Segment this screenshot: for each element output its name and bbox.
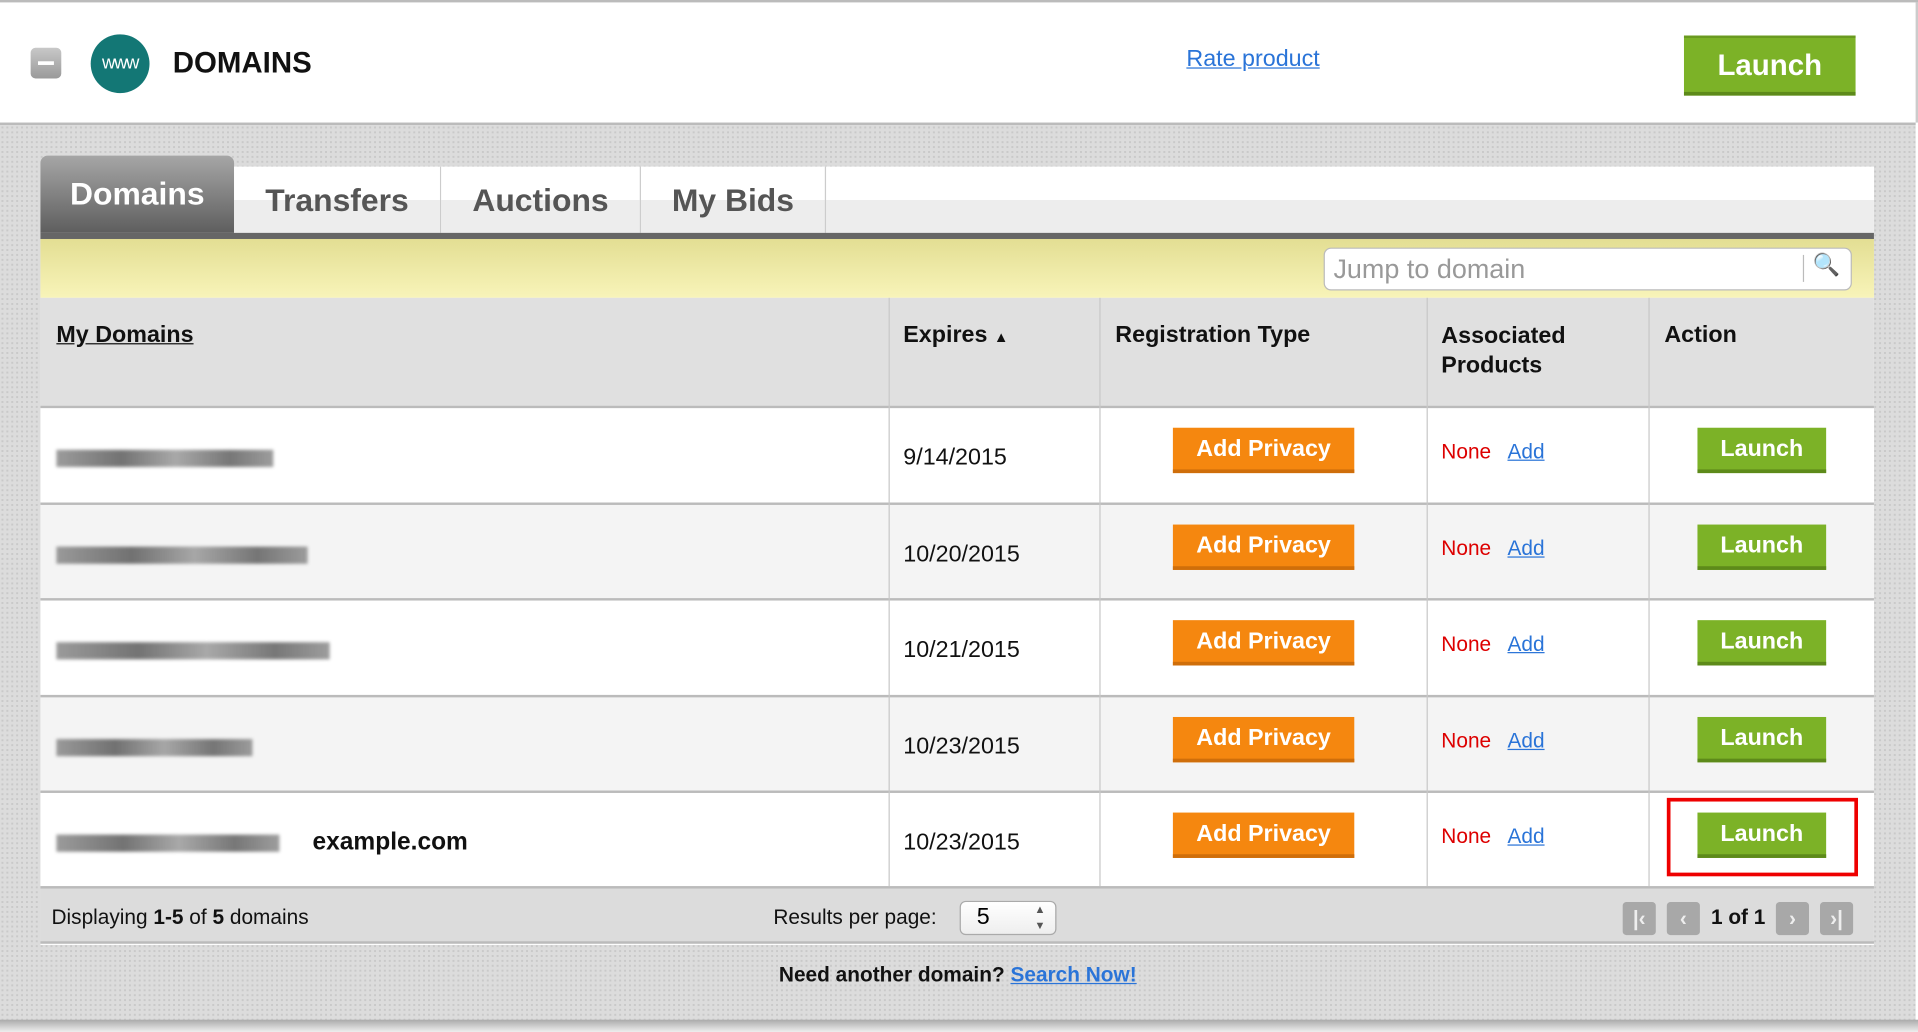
add-product-link[interactable]: Add — [1507, 536, 1545, 560]
results-per-page-select[interactable]: 5 ▲ ▼ — [959, 900, 1057, 936]
displaying-range: 1-5 — [153, 905, 184, 930]
add-product-link[interactable]: Add — [1507, 439, 1545, 464]
top-border — [0, 0, 1918, 3]
column-divider — [1648, 297, 1650, 887]
displaying-count: Displaying 1-5 of 5 domains — [51, 906, 308, 931]
header-registration-type: Registration Type — [1115, 322, 1311, 349]
collapse-button[interactable] — [30, 47, 62, 79]
header-associated-products: Associated Products — [1441, 323, 1566, 379]
expires-date: 10/23/2015 — [903, 733, 1020, 760]
redacted-domain-name — [56, 738, 253, 756]
tab-domains[interactable]: Domains — [40, 155, 235, 233]
tab-auctions[interactable]: Auctions — [441, 166, 641, 233]
add-privacy-button[interactable]: Add Privacy — [1172, 523, 1355, 570]
tab-my-bids[interactable]: My Bids — [640, 166, 827, 233]
add-product-link[interactable]: Add — [1507, 824, 1545, 849]
bottom-shadow — [0, 1019, 1918, 1032]
associated-none: None — [1441, 439, 1492, 464]
tab-underline — [40, 232, 1874, 239]
displaying-of: of — [183, 905, 213, 930]
need-another-domain-text: Need another domain? — [778, 963, 1005, 987]
associated-none: None — [1441, 536, 1492, 560]
table-row — [40, 405, 1874, 502]
last-page-icon[interactable]: ›| — [1820, 902, 1854, 936]
column-divider — [1099, 297, 1101, 887]
associated-none: None — [1441, 728, 1492, 752]
redacted-domain-name — [56, 834, 280, 852]
rate-product-link[interactable]: Rate product — [1186, 46, 1320, 73]
displaying-prefix: Displaying — [51, 905, 154, 930]
expires-date: 9/14/2015 — [903, 444, 1007, 471]
header-expires[interactable]: Expires ▲ — [903, 322, 1008, 349]
add-privacy-button[interactable]: Add Privacy — [1172, 620, 1355, 666]
expires-date: 10/21/2015 — [903, 637, 1020, 664]
column-divider — [888, 297, 890, 887]
add-product-link[interactable]: Add — [1507, 632, 1545, 656]
launch-button[interactable]: Launch — [1697, 716, 1827, 762]
table-row — [40, 598, 1874, 694]
column-divider — [1426, 297, 1428, 887]
search-now-link[interactable]: Search Now! — [1010, 963, 1137, 987]
previous-page-icon[interactable]: ‹ — [1666, 902, 1700, 936]
header-expires-label: Expires — [903, 322, 988, 349]
redacted-domain-name — [56, 642, 330, 660]
add-product-link[interactable]: Add — [1507, 728, 1545, 752]
table-footer: Displaying 1-5 of 5 domains Results per … — [40, 886, 1874, 944]
next-page-icon[interactable]: › — [1775, 902, 1809, 936]
tab-bar-filler — [824, 166, 1874, 233]
launch-button[interactable]: Launch — [1697, 812, 1827, 858]
first-page-icon[interactable]: |‹ — [1622, 902, 1656, 936]
search-icon[interactable]: 🔍 — [1812, 252, 1841, 277]
associated-none: None — [1441, 632, 1492, 656]
search-divider — [1802, 254, 1805, 282]
jump-to-domain-box: 🔍 — [1323, 247, 1852, 291]
displaying-suffix: domains — [224, 905, 309, 930]
expires-date: 10/23/2015 — [903, 829, 1020, 856]
sort-ascending-icon: ▲ — [993, 328, 1009, 346]
page-info: 1 of 1 — [1710, 905, 1766, 930]
associated-none: None — [1441, 824, 1492, 849]
table-row — [40, 790, 1874, 887]
www-logo-icon: www — [90, 34, 150, 94]
jump-to-domain-input[interactable] — [1331, 251, 1802, 289]
launch-highlight-box — [1666, 797, 1859, 877]
redacted-domain-name — [56, 546, 308, 564]
redacted-domain-name — [56, 449, 274, 467]
header-my-domains[interactable]: My Domains — [56, 322, 194, 349]
table-row — [40, 501, 1874, 598]
expires-date: 10/20/2015 — [903, 541, 1020, 567]
add-privacy-button[interactable]: Add Privacy — [1172, 812, 1355, 858]
results-per-page-value: 5 — [976, 904, 990, 931]
launch-button[interactable]: Launch — [1697, 523, 1827, 570]
table-row — [40, 694, 1874, 790]
launch-button[interactable]: Launch — [1697, 427, 1827, 474]
header-launch-button[interactable]: Launch — [1683, 35, 1856, 96]
tab-transfers[interactable]: Transfers — [234, 166, 442, 233]
launch-button[interactable]: Launch — [1697, 620, 1827, 666]
table-header — [40, 297, 1874, 406]
stepper-arrows-icon: ▲ ▼ — [1034, 903, 1046, 932]
add-privacy-button[interactable]: Add Privacy — [1172, 427, 1355, 474]
displaying-total: 5 — [212, 905, 225, 930]
domain-annotation: example.com — [312, 828, 468, 856]
results-per-page-label: Results per page: — [773, 905, 937, 930]
add-privacy-button[interactable]: Add Privacy — [1172, 716, 1355, 762]
header — [0, 2, 1918, 123]
page-title: DOMAINS — [172, 46, 312, 80]
need-another-domain: Need another domain? Search Now! — [0, 963, 1916, 988]
header-action: Action — [1664, 322, 1737, 349]
